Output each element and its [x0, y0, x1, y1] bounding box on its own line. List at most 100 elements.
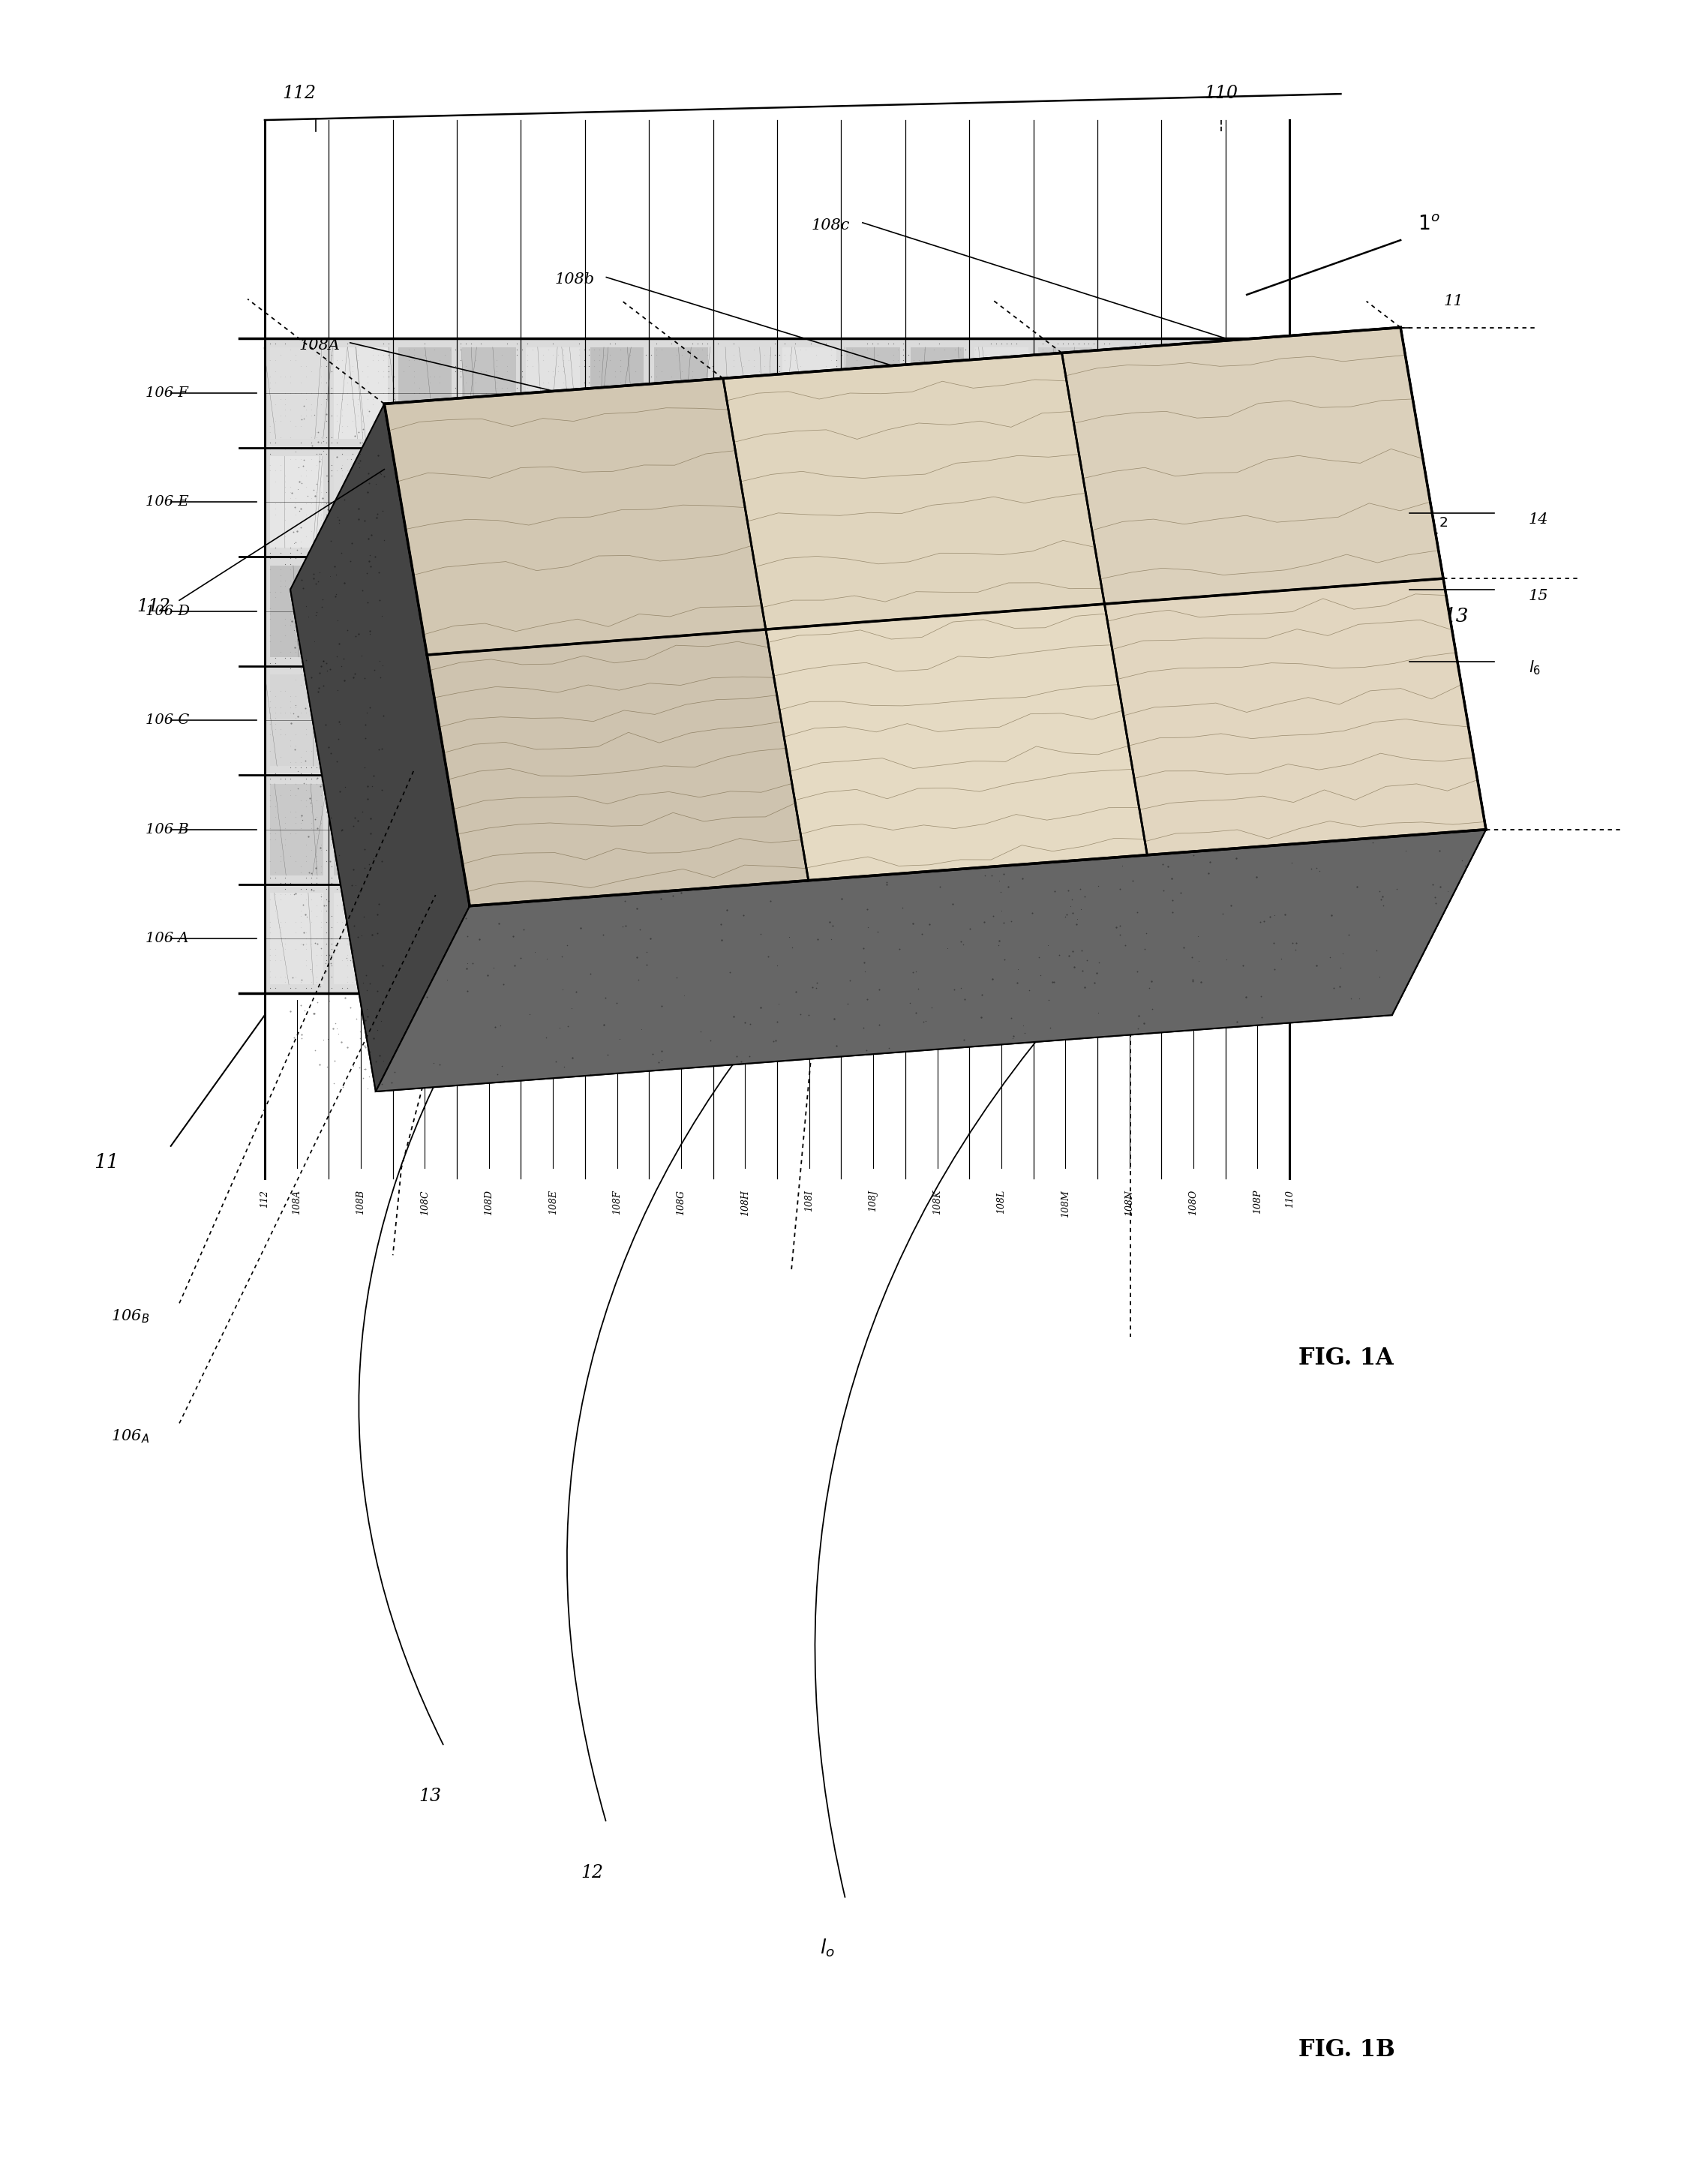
- Point: [478, 773, 506, 808]
- Point: [1158, 465, 1185, 500]
- Point: [545, 530, 572, 565]
- Point: [782, 668, 810, 703]
- Point: [432, 397, 459, 432]
- Point: [389, 419, 417, 454]
- Point: [967, 816, 994, 851]
- Point: [266, 563, 294, 598]
- Point: [910, 613, 938, 648]
- Point: [463, 552, 490, 587]
- Point: [606, 729, 634, 764]
- Point: [1018, 888, 1045, 923]
- Point: [287, 806, 314, 840]
- Point: [750, 893, 777, 928]
- Point: [683, 838, 711, 873]
- Point: [946, 375, 974, 410]
- Point: [787, 694, 815, 729]
- Point: [463, 755, 490, 790]
- Point: [895, 744, 922, 779]
- Point: [570, 408, 598, 443]
- Point: [1028, 618, 1056, 653]
- Point: [704, 546, 731, 581]
- Point: [488, 585, 516, 620]
- Point: [545, 838, 572, 873]
- Point: [550, 816, 577, 851]
- Point: [880, 603, 907, 637]
- Point: [688, 618, 716, 653]
- Point: [586, 751, 613, 786]
- Point: [463, 806, 490, 840]
- Point: [951, 672, 979, 707]
- Point: [1319, 897, 1346, 932]
- Point: [668, 867, 695, 902]
- Point: [367, 456, 395, 491]
- Point: [437, 607, 465, 642]
- Point: [750, 668, 777, 703]
- Point: [699, 947, 726, 982]
- Point: [328, 718, 355, 753]
- Point: [606, 795, 634, 830]
- Point: [1044, 871, 1071, 906]
- Point: [287, 458, 314, 493]
- Point: [323, 321, 350, 356]
- Point: [1054, 386, 1081, 421]
- Point: [1179, 393, 1206, 428]
- Point: [1090, 552, 1117, 587]
- Point: [1008, 816, 1035, 851]
- Point: [946, 777, 974, 812]
- Point: [560, 751, 588, 786]
- Point: [1028, 762, 1056, 797]
- Point: [1158, 393, 1185, 428]
- Point: [287, 402, 314, 437]
- Point: [859, 816, 886, 851]
- Point: [606, 535, 634, 570]
- Point: [410, 723, 437, 758]
- Point: [483, 419, 511, 454]
- Point: [1230, 958, 1257, 993]
- Point: [1132, 613, 1160, 648]
- Point: [1049, 646, 1076, 681]
- Point: [793, 397, 820, 432]
- Point: [1107, 354, 1134, 389]
- Point: [683, 332, 711, 367]
- Point: [437, 849, 465, 884]
- Point: [333, 365, 360, 399]
- Point: [1132, 976, 1160, 1011]
- Point: [652, 513, 680, 548]
- Point: [447, 332, 475, 367]
- Point: [941, 882, 968, 917]
- Point: [724, 672, 752, 707]
- Point: [900, 954, 927, 989]
- Point: [1064, 491, 1091, 526]
- Point: [1132, 524, 1160, 559]
- Point: [627, 458, 654, 493]
- Point: [876, 1030, 904, 1065]
- Point: [714, 976, 741, 1011]
- Point: [936, 629, 963, 664]
- Point: [977, 613, 1004, 648]
- Point: [793, 784, 820, 819]
- Point: [729, 349, 757, 384]
- Point: [900, 635, 927, 670]
- Point: [1320, 969, 1348, 1004]
- Text: 108A: 108A: [292, 1190, 302, 1214]
- Point: [1003, 816, 1030, 851]
- Point: [307, 893, 335, 928]
- Point: [828, 646, 856, 681]
- Point: [1276, 821, 1303, 856]
- Point: [946, 827, 974, 862]
- Point: [772, 404, 799, 439]
- Point: [699, 480, 726, 515]
- Point: [699, 404, 726, 439]
- Point: [647, 441, 675, 476]
- Point: [1271, 937, 1298, 971]
- Point: [384, 563, 412, 598]
- Point: [400, 498, 427, 533]
- Point: [885, 937, 912, 971]
- Point: [369, 729, 396, 764]
- Point: [992, 821, 1020, 856]
- Point: [307, 596, 335, 631]
- Bar: [845, 565, 900, 657]
- Point: [808, 568, 835, 603]
- Point: [1276, 338, 1303, 373]
- Point: [519, 694, 547, 729]
